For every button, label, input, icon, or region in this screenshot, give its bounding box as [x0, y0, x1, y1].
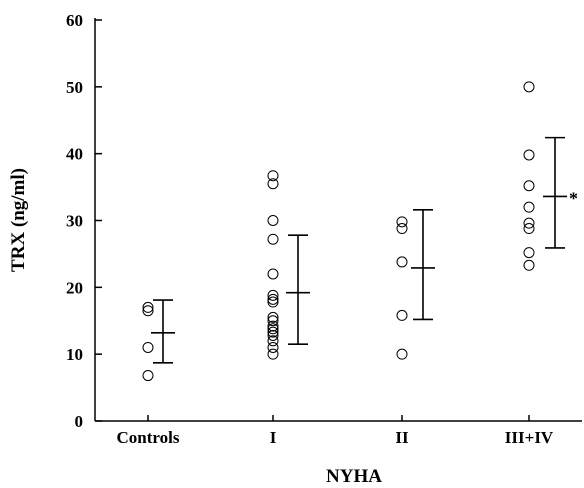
y-tick-label: 60: [66, 11, 83, 30]
data-point: [267, 348, 279, 360]
data-point: [523, 201, 535, 213]
y-tick-label: 40: [66, 145, 83, 164]
y-tick-label: 30: [66, 212, 83, 231]
data-point: [267, 320, 279, 332]
data-point: [523, 259, 535, 271]
data-point: [267, 296, 279, 308]
data-point: [523, 81, 535, 93]
data-point: [267, 323, 279, 335]
y-tick-label: 0: [75, 412, 84, 431]
x-axis-title: NYHA: [326, 466, 382, 487]
data-point: [267, 293, 279, 305]
data-point: [396, 256, 408, 268]
data-point: [267, 329, 279, 341]
data-point: [267, 315, 279, 327]
x-tick-label: Controls: [117, 428, 180, 447]
y-tick-label: 10: [66, 345, 83, 364]
data-point: [267, 335, 279, 347]
data-point: [267, 170, 279, 182]
data-point: [142, 301, 154, 313]
data-point: [396, 348, 408, 360]
data-point: [142, 341, 154, 353]
data-point: [267, 215, 279, 226]
data-point: [523, 223, 535, 235]
y-axis-title: TRX (ng/ml): [8, 168, 29, 272]
y-tick-label: 50: [66, 78, 83, 97]
x-tick-label: I: [270, 428, 277, 447]
data-point: [523, 217, 535, 229]
data-point: [267, 326, 279, 338]
data-point: [396, 309, 408, 321]
y-tick-label: 20: [66, 278, 83, 297]
data-point: [523, 247, 535, 259]
x-tick-label: III+IV: [505, 428, 554, 447]
significance-marker: *: [569, 188, 578, 208]
chart-marks: *: [142, 81, 578, 382]
data-point: [267, 268, 279, 280]
data-point: [267, 178, 279, 190]
data-point: [267, 289, 279, 301]
data-point: [267, 311, 279, 323]
x-tick-label: II: [395, 428, 409, 447]
data-point: [267, 233, 279, 245]
data-point: [523, 180, 535, 192]
data-point: [142, 305, 154, 317]
data-point: [142, 370, 154, 382]
data-point: [396, 223, 408, 235]
data-point: [523, 149, 535, 161]
data-point: [396, 216, 408, 228]
data-point: [267, 341, 279, 353]
